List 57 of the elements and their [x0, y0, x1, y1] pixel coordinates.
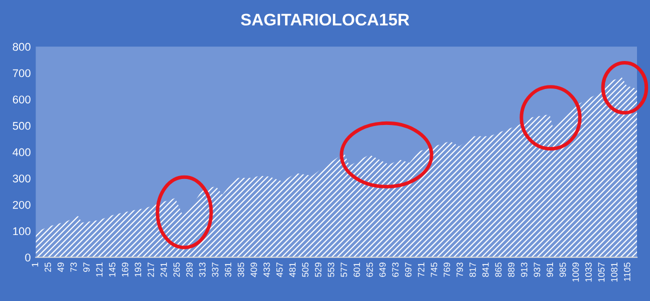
x-tick-label: 505: [302, 262, 308, 277]
x-tick-label: 745: [430, 262, 438, 277]
x-tick-label: 337: [212, 262, 218, 277]
x-tick-label: 265: [173, 262, 180, 277]
x-tick-label: 697: [405, 262, 412, 277]
y-tick-label: 600: [12, 96, 30, 104]
x-tick-label: 1057: [598, 262, 605, 282]
x-tick-label: 625: [366, 262, 373, 277]
y-tick-label: 300: [12, 174, 30, 182]
x-tick-label: 601: [354, 262, 360, 277]
x-tick-label: 985: [560, 262, 566, 277]
x-tick-label: 649: [379, 262, 386, 277]
x-tick-label: 49: [58, 262, 64, 272]
y-tick-label: 0: [25, 254, 30, 262]
x-tick-label: 1009: [572, 262, 579, 282]
x-tick-label: 313: [199, 262, 206, 277]
x-tick-label: 961: [546, 262, 554, 277]
x-tick-label: 529: [314, 262, 322, 277]
x-tick-label: 913: [520, 262, 528, 277]
x-tick-label: 721: [418, 262, 424, 277]
x-tick-label: 889: [508, 262, 514, 277]
x-tick-label: 385: [238, 262, 244, 277]
x-tick-label: 577: [340, 262, 348, 277]
y-tick-label: 500: [12, 122, 30, 130]
x-tick-label: 289: [186, 262, 193, 277]
x-tick-label: 817: [469, 262, 476, 277]
y-tick-label: 800: [12, 42, 30, 51]
x-tick-label: 937: [534, 262, 540, 277]
y-tick-label: 200: [12, 200, 30, 209]
x-tick-label: 433: [263, 262, 270, 278]
y-tick-label: 100: [13, 227, 30, 236]
x-tick-label: 97: [83, 262, 90, 272]
x-tick-label: 1105: [624, 262, 630, 281]
x-tick-label: 193: [134, 262, 142, 277]
x-tick-label: 865: [495, 262, 502, 277]
x-tick-label: 553: [328, 262, 334, 277]
x-tick-label: 769: [444, 262, 450, 277]
x-tick-label: 73: [70, 262, 77, 272]
x-tick-label: 241: [160, 262, 167, 277]
x-tick-label: 457: [276, 262, 283, 278]
x-tick-label: 1033: [585, 262, 592, 282]
x-tick-label: 841: [482, 262, 489, 277]
x-tick-label: 409: [250, 262, 258, 278]
x-tick-label: 25: [44, 262, 52, 272]
x-tick-label: 169: [122, 262, 128, 277]
x-tick-label: 121: [96, 262, 102, 277]
x-tick-label: 793: [456, 262, 463, 277]
x-tick-label: 1081: [611, 262, 618, 282]
x-tick-label: 673: [392, 262, 399, 277]
x-tick-label: 481: [289, 262, 296, 278]
x-tick-label: 217: [148, 262, 154, 277]
x-tick-label: 1: [32, 262, 38, 267]
x-tick-label: 361: [224, 262, 232, 277]
y-tick-label: 700: [12, 69, 30, 78]
y-tick-label: 400: [12, 148, 30, 156]
x-tick-label: 145: [109, 262, 116, 277]
chart-title: SAGITARIOLOCA15R: [240, 14, 410, 26]
